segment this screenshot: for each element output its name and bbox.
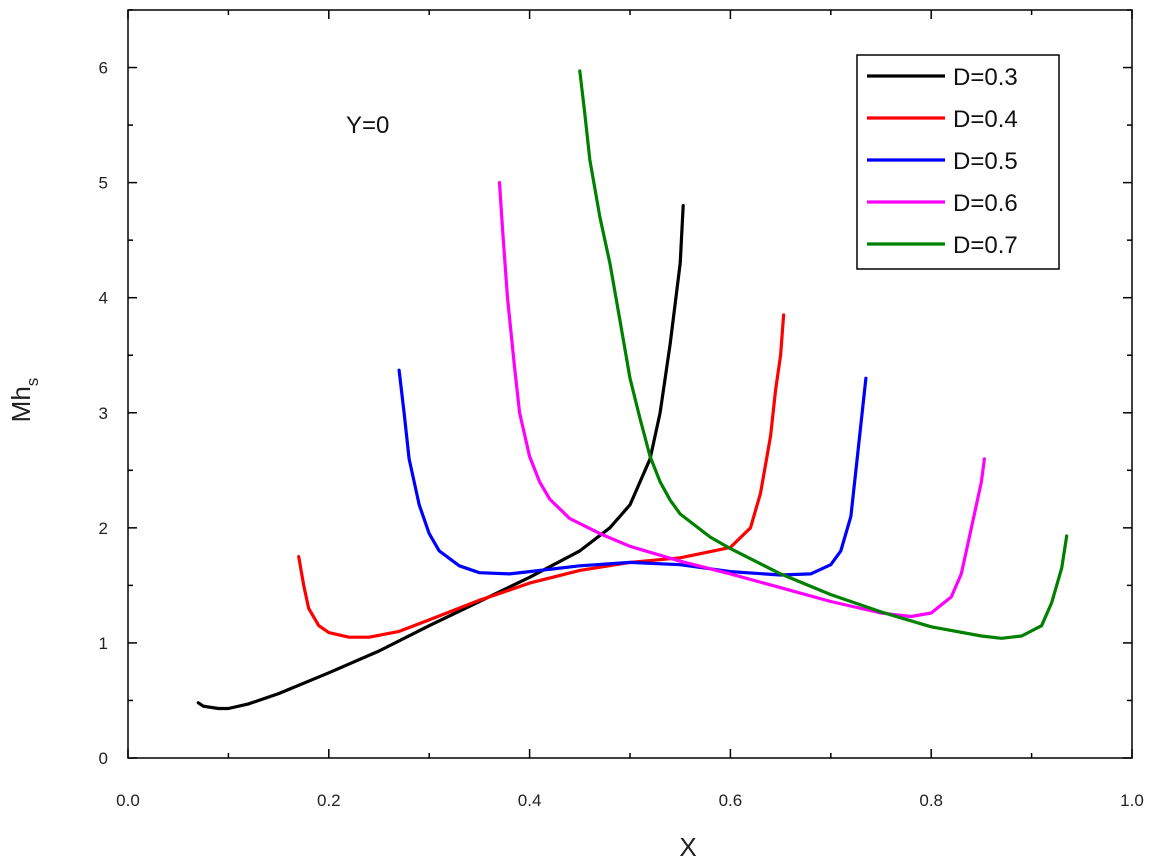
x-axis-title: X xyxy=(679,832,696,862)
y-tick-label: 0 xyxy=(99,749,108,768)
tick-labels: 0.0 0.2 0.4 0.6 0.8 1.0 0 1 2 3 4 5 6 xyxy=(99,59,1144,810)
y-tick-label: 4 xyxy=(99,289,108,308)
legend-label: D=0.7 xyxy=(953,232,1018,259)
x-tick-label: 0.6 xyxy=(719,791,743,810)
x-tick-label: 1.0 xyxy=(1120,791,1144,810)
series-line-d-0-4 xyxy=(297,313,786,639)
legend-label: D=0.4 xyxy=(953,106,1018,133)
x-tick-label: 0.8 xyxy=(919,791,943,810)
legend-box xyxy=(856,54,1060,270)
series-line-d-0-5 xyxy=(397,368,868,577)
x-tick-label: 0.2 xyxy=(317,791,341,810)
legend-label: D=0.3 xyxy=(953,64,1018,91)
series-line-d-0-6 xyxy=(497,181,986,619)
y-tick-label: 2 xyxy=(99,519,108,538)
y-axis-title: Mhs xyxy=(6,378,42,423)
series-line-d-0-7 xyxy=(578,69,1069,640)
legend-label: D=0.5 xyxy=(953,148,1018,175)
y-tick-label: 5 xyxy=(99,174,108,193)
x-tick-label: 0.4 xyxy=(518,791,542,810)
y-tick-label: 6 xyxy=(99,59,108,78)
svg-text:Mhs: Mhs xyxy=(6,378,42,423)
legend: D=0.3 D=0.4 D=0.5 D=0.6 D=0.7 xyxy=(856,54,1060,270)
y-axis-title-main: Mh xyxy=(6,386,36,422)
legend-label: D=0.6 xyxy=(953,190,1018,217)
y-tick-label: 3 xyxy=(99,404,108,423)
series-layer xyxy=(196,69,1069,711)
series-line-d-0-3 xyxy=(196,204,685,711)
axis-ticks xyxy=(127,9,1133,759)
x-tick-label: 0.0 xyxy=(116,791,140,810)
y-tick-label: 1 xyxy=(99,634,108,653)
y-axis-title-sub: s xyxy=(23,378,42,387)
annotation-label: Y=0 xyxy=(346,112,389,139)
